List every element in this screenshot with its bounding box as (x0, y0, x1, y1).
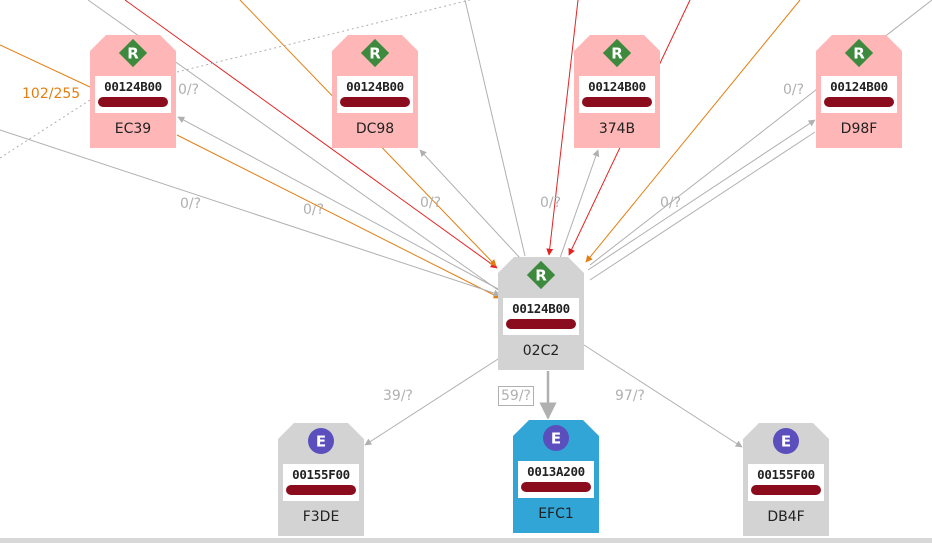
network-link[interactable] (124, 0, 498, 269)
network-link[interactable] (546, 0, 579, 256)
device-node-374b[interactable]: R 00124B00 374B (574, 35, 660, 148)
node-address-box: 00124B00 (503, 298, 579, 335)
network-link[interactable] (419, 149, 521, 259)
svg-text:R: R (853, 45, 865, 63)
device-node-ec39[interactable]: R 00124B00 EC39 (90, 35, 176, 148)
network-link[interactable] (587, 119, 816, 271)
node-address-prefix: 00155F00 (292, 467, 350, 482)
link-quality-label: 0/? (783, 82, 805, 98)
redacted-address (582, 97, 652, 107)
link-quality-label: 97/? (615, 388, 645, 404)
link-quality-label: 0/? (540, 195, 562, 211)
device-node-efc1[interactable]: E 0013A200 EFC1 (513, 420, 599, 533)
redacted-address (286, 485, 356, 495)
node-address-box: 00124B00 (337, 76, 413, 113)
device-node-02c2[interactable]: R 00124B00 02C2 (498, 257, 584, 370)
link-quality-label: 39/? (383, 388, 413, 404)
node-address-prefix: 00124B00 (346, 79, 404, 94)
device-node-d98f[interactable]: R 00124B00 D98F (816, 35, 902, 148)
network-link[interactable] (583, 344, 743, 448)
node-name: 02C2 (522, 343, 560, 359)
network-link[interactable] (176, 134, 501, 299)
node-name: D98F (840, 121, 878, 137)
link-quality-label: 0/? (660, 195, 682, 211)
node-address-box: 00155F00 (748, 464, 824, 501)
device-node-f3de[interactable]: E 00155F00 F3DE (278, 423, 364, 536)
node-name: DB4F (767, 509, 805, 525)
node-address-prefix: 00155F00 (757, 467, 815, 482)
node-address-box: 0013A200 (518, 461, 594, 498)
node-address-box: 00124B00 (821, 76, 897, 113)
link-quality-label: 0/? (180, 196, 202, 212)
network-link[interactable] (589, 131, 816, 281)
node-address-prefix: 00124B00 (830, 79, 888, 94)
node-address-box: 00155F00 (283, 464, 359, 501)
link-quality-label: 102/255 (22, 86, 81, 102)
redacted-address (340, 97, 410, 107)
svg-text:E: E (316, 433, 326, 451)
redacted-address (824, 97, 894, 107)
svg-text:R: R (127, 45, 139, 63)
link-quality-label: 0/? (420, 195, 442, 211)
redacted-address (751, 485, 821, 495)
horizontal-scrollbar-track[interactable] (0, 538, 932, 543)
network-link[interactable] (364, 349, 513, 446)
router-badge-icon: R (603, 39, 631, 67)
device-node-dc98[interactable]: R 00124B00 DC98 (332, 35, 418, 148)
network-link[interactable] (0, 44, 91, 88)
node-address-box: 00124B00 (95, 76, 171, 113)
router-badge-icon: R (527, 261, 555, 289)
redacted-address (506, 319, 576, 329)
network-link[interactable] (0, 129, 501, 297)
node-address-box: 00124B00 (579, 76, 655, 113)
svg-text:R: R (369, 45, 381, 63)
svg-text:R: R (611, 45, 623, 63)
node-address-prefix: 00124B00 (588, 79, 646, 94)
network-link[interactable] (585, 0, 801, 263)
svg-text:E: E (781, 433, 791, 451)
node-name: EC39 (114, 121, 152, 137)
router-badge-icon: R (361, 39, 389, 67)
node-address-prefix: 0013A200 (527, 464, 585, 479)
link-quality-label: 0/? (303, 202, 325, 218)
node-name: F3DE (302, 509, 340, 525)
network-link[interactable] (176, 0, 471, 73)
router-badge-icon: R (845, 39, 873, 67)
end-device-badge-icon: E (543, 425, 569, 451)
network-link[interactable] (464, 0, 526, 257)
node-name: 374B (598, 121, 636, 137)
end-device-badge-icon: E (773, 428, 799, 454)
node-address-prefix: 00124B00 (512, 301, 570, 316)
network-link[interactable] (0, 99, 91, 159)
node-address-prefix: 00124B00 (104, 79, 162, 94)
svg-text:R: R (535, 267, 547, 285)
end-device-badge-icon: E (308, 428, 334, 454)
network-link[interactable] (177, 116, 501, 291)
node-name: EFC1 (538, 506, 574, 522)
svg-text:E: E (551, 430, 561, 448)
network-link[interactable] (559, 149, 600, 259)
redacted-address (521, 482, 591, 492)
node-name: DC98 (355, 121, 395, 137)
link-quality-label: 59/? (498, 386, 534, 406)
router-badge-icon: R (119, 39, 147, 67)
redacted-address (98, 97, 168, 107)
device-node-db4f[interactable]: E 00155F00 DB4F (743, 423, 829, 536)
link-quality-label: 0/? (178, 82, 200, 98)
